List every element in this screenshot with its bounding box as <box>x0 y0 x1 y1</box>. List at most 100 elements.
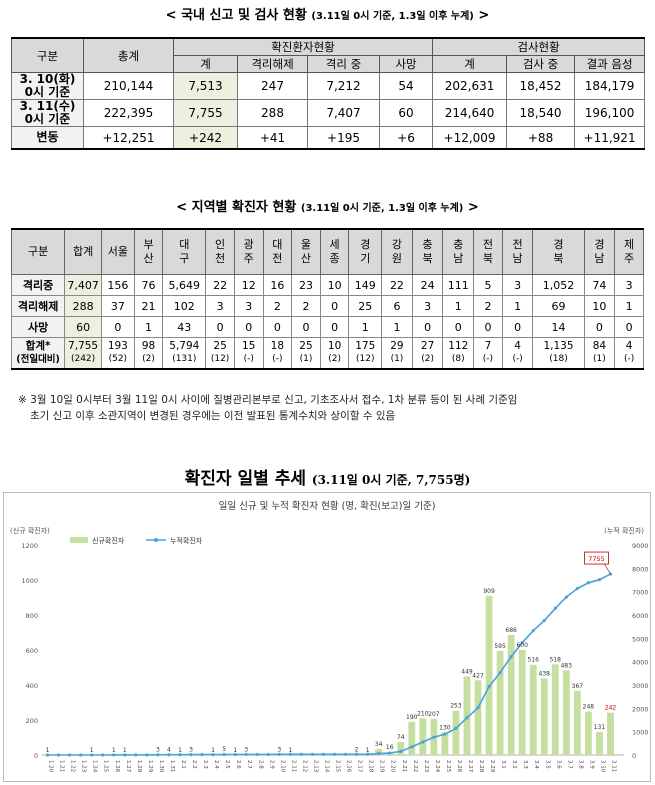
cell: 25 <box>349 296 382 317</box>
point-cumulative <box>333 753 336 756</box>
cell: 76 <box>134 275 163 296</box>
cell: 12 <box>234 275 263 296</box>
bar-new-cases <box>585 712 592 755</box>
bar-value-label: 74 <box>397 734 405 741</box>
bar-new-cases <box>486 596 493 755</box>
cell: 0 <box>263 317 292 338</box>
x-tick-label: 3.8 <box>577 760 583 769</box>
domestic-status-table: 구분 총계 확진환자현황 검사현황 계 격리해제 격리 중 사망 계 검사 중 … <box>11 37 645 150</box>
cell: 1 <box>502 296 533 317</box>
x-tick-label: 3.9 <box>588 760 594 769</box>
right-axis-label: (누적 확진자) <box>604 526 644 535</box>
right-tick-label: 6000 <box>632 612 649 620</box>
bar-value-label: 16 <box>386 744 394 751</box>
right-tick-label: 5000 <box>632 635 649 643</box>
cell: 18,452 <box>507 73 575 100</box>
cell: 0 <box>234 317 263 338</box>
point-cumulative <box>90 753 93 756</box>
header-region: 합계 <box>65 229 102 275</box>
header-region: 경 북 <box>533 229 584 275</box>
cell: +12,009 <box>433 127 507 150</box>
cell: 5 <box>474 275 503 296</box>
cell: 37 <box>101 296 134 317</box>
header-region: 충 남 <box>443 229 474 275</box>
cell: 43 <box>163 317 206 338</box>
domestic-status-subtitle: (3.11일 0시 기준, 1.3일 이후 누계) <box>311 11 474 22</box>
header-sub: 계 <box>433 56 507 73</box>
x-tick-label: 2.20 <box>390 760 396 773</box>
header-region: 대 구 <box>163 229 206 275</box>
cell: 60 <box>380 100 433 127</box>
bar-value-label: 1 <box>233 747 237 754</box>
total-value: 84 <box>585 340 615 353</box>
total-value: 193 <box>102 340 134 353</box>
cell: 16 <box>263 275 292 296</box>
x-tick-label: 2.29 <box>489 760 495 773</box>
point-cumulative <box>432 736 435 739</box>
bar-value-label: 1 <box>46 747 50 754</box>
cell: 7,755(242) <box>65 338 102 370</box>
row-label: 격리해제 <box>12 296 65 317</box>
cell: 23 <box>292 275 321 296</box>
point-cumulative <box>388 751 391 754</box>
cell: 84(1) <box>584 338 615 370</box>
cell: 54 <box>380 73 433 100</box>
prev-day-change: (18) <box>533 353 583 366</box>
header-region: 전 남 <box>502 229 533 275</box>
cell: 0 <box>502 317 533 338</box>
cell: 25(12) <box>206 338 235 370</box>
x-tick-label: 3.7 <box>566 760 572 769</box>
cell: +11,921 <box>575 127 645 150</box>
bar-new-cases <box>607 713 614 755</box>
bar-new-cases <box>408 722 415 755</box>
point-cumulative <box>322 753 325 756</box>
cell: 0 <box>320 317 349 338</box>
bar-value-label: 1 <box>178 747 182 754</box>
cell: 98(2) <box>134 338 163 370</box>
x-tick-label: 2.28 <box>478 760 484 773</box>
x-tick-label: 3.5 <box>544 760 550 769</box>
left-axis-label: (신규 확진자) <box>10 526 50 535</box>
x-tick-label: 2.4 <box>213 760 219 769</box>
cell: 247 <box>238 73 308 100</box>
total-value: 1,135 <box>533 340 583 353</box>
cell: 3 <box>206 296 235 317</box>
prev-day-change: (12) <box>206 353 234 366</box>
left-tick-label: 200 <box>26 717 38 725</box>
left-tick-label: 1000 <box>21 577 38 585</box>
total-label-sub: (전일대비) <box>12 353 64 366</box>
bar-value-label: 248 <box>583 704 595 711</box>
point-cumulative <box>156 753 159 756</box>
prev-day-change: (-) <box>615 353 643 366</box>
x-tick-label: 1.30 <box>158 760 164 773</box>
point-cumulative <box>443 733 446 736</box>
prev-day-change: (8) <box>443 353 473 366</box>
x-tick-label: 3.3 <box>522 760 528 769</box>
total-label: 합계* <box>12 340 64 353</box>
cell: 0 <box>615 317 644 338</box>
prev-day-change: (1) <box>585 353 615 366</box>
point-cumulative <box>311 753 314 756</box>
bar-value-label: 3 <box>244 746 248 753</box>
header-sub: 검사 중 <box>507 56 575 73</box>
total-value: 98 <box>135 340 163 353</box>
x-tick-label: 1.27 <box>125 760 131 773</box>
cell: 7(-) <box>474 338 503 370</box>
cell: 0 <box>320 296 349 317</box>
x-tick-label: 2.17 <box>357 760 363 773</box>
row-label: 사망 <box>12 317 65 338</box>
x-tick-label: 2.14 <box>323 760 329 773</box>
table-row: 변동 +12,251 +242 +41 +195 +6 +12,009 +88 … <box>12 127 645 150</box>
x-tick-label: 2.16 <box>346 760 352 773</box>
right-tick-label: 3000 <box>632 682 649 690</box>
daily-trend-title: 확진자 일별 추세 (3.11일 0시 기준, 7,755명) <box>0 464 655 489</box>
point-cumulative <box>57 753 60 756</box>
header-total: 총계 <box>84 38 174 73</box>
cell: 5,794(131) <box>163 338 206 370</box>
x-tick-label: 2.11 <box>290 760 296 772</box>
bar-value-label: 190 <box>406 714 418 721</box>
point-cumulative <box>576 587 579 590</box>
point-cumulative <box>223 753 226 756</box>
cell: 2 <box>474 296 503 317</box>
